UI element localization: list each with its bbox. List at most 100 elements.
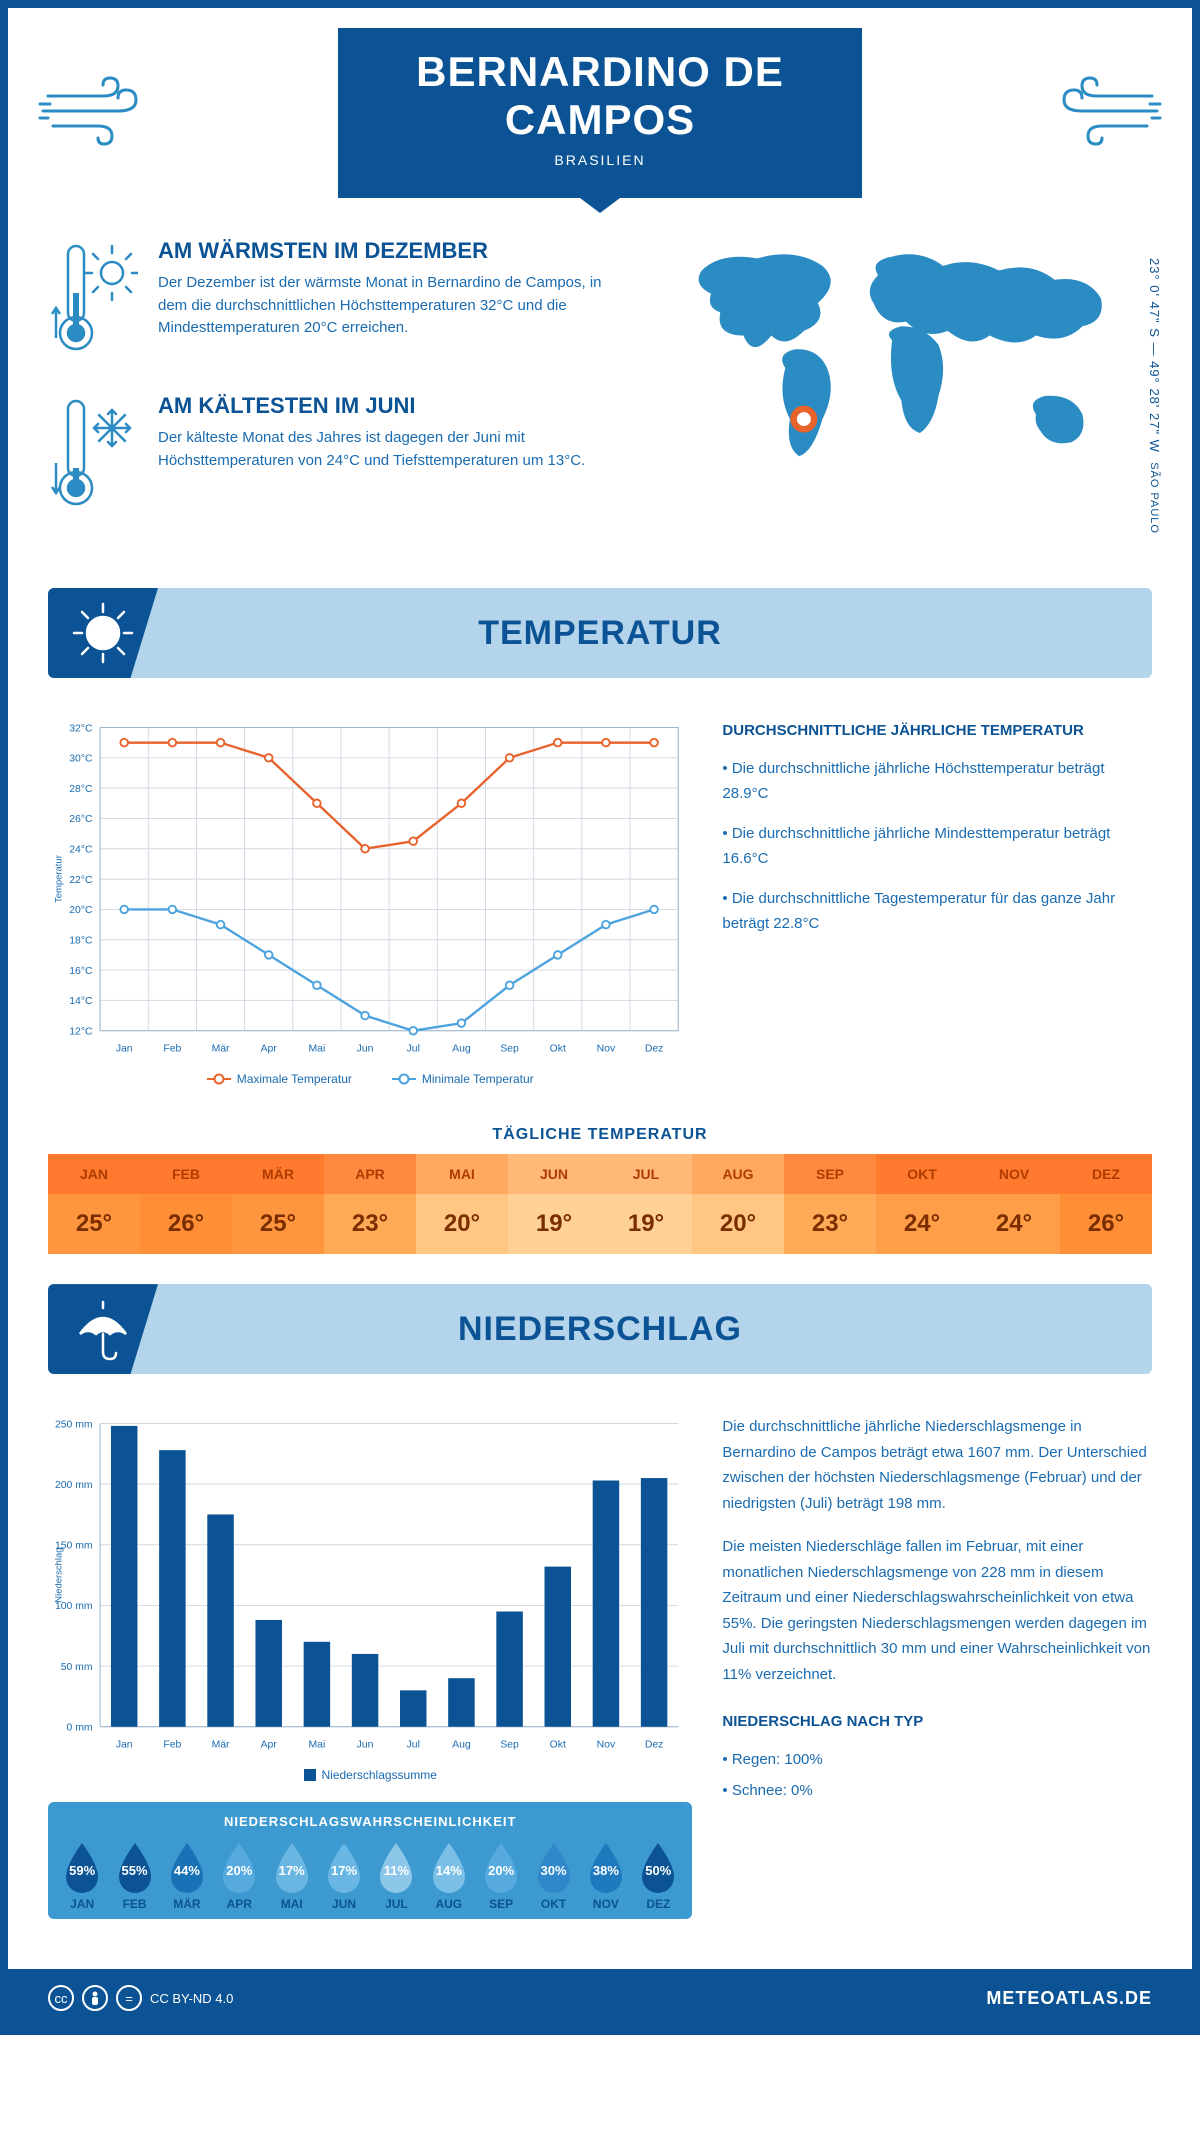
svg-text:Jan: Jan	[116, 1044, 133, 1055]
svg-text:Feb: Feb	[163, 1044, 181, 1055]
fact-warmest: AM WÄRMSTEN IM DEZEMBER Der Dezember ist…	[48, 238, 611, 363]
precip-text-1: Die durchschnittliche jährliche Niedersc…	[722, 1414, 1152, 1516]
temp-table-cell: OKT24°	[876, 1154, 968, 1254]
temp-table-cell: MAI20°	[416, 1154, 508, 1254]
svg-text:Mai: Mai	[309, 1044, 326, 1055]
license-block: cc = CC BY-ND 4.0	[48, 1985, 233, 2011]
prob-cell: 30%OKT	[527, 1839, 579, 1911]
precip-type-point: • Regen: 100%	[722, 1747, 1152, 1773]
prob-cell: 44%MÄR	[161, 1839, 213, 1911]
svg-text:Okt: Okt	[550, 1740, 566, 1751]
precip-probability-strip: NIEDERSCHLAGSWAHRSCHEINLICHKEIT 59%JAN55…	[48, 1802, 692, 1919]
sun-icon	[48, 588, 158, 678]
prob-cell: 38%NOV	[580, 1839, 632, 1911]
cc-icon: cc	[48, 1985, 74, 2011]
prob-cell: 17%JUN	[318, 1839, 370, 1911]
temperature-summary-title: DURCHSCHNITTLICHE JÄHRLICHE TEMPERATUR	[722, 718, 1152, 744]
svg-text:Jul: Jul	[407, 1740, 420, 1751]
precip-chart-row: 0 mm50 mm100 mm150 mm200 mm250 mmNieders…	[8, 1394, 1192, 1939]
svg-text:200 mm: 200 mm	[55, 1480, 93, 1491]
svg-text:22°C: 22°C	[69, 875, 93, 886]
intro-section: AM WÄRMSTEN IM DEZEMBER Der Dezember ist…	[8, 198, 1192, 568]
precip-type-title: NIEDERSCHLAG NACH TYP	[722, 1709, 1152, 1735]
precip-prob-title: NIEDERSCHLAGSWAHRSCHEINLICHKEIT	[56, 1814, 684, 1829]
precip-text-2: Die meisten Niederschläge fallen im Febr…	[722, 1534, 1152, 1687]
fact-coldest-text: Der kälteste Monat des Jahres ist dagege…	[158, 427, 611, 472]
temp-table-cell: NOV24°	[968, 1154, 1060, 1254]
svg-text:250 mm: 250 mm	[55, 1419, 93, 1430]
temp-table-cell: SEP23°	[784, 1154, 876, 1254]
temp-table-cell: APR23°	[324, 1154, 416, 1254]
summary-point: • Die durchschnittliche jährliche Höchst…	[722, 756, 1152, 807]
fact-warmest-body: AM WÄRMSTEN IM DEZEMBER Der Dezember ist…	[158, 238, 611, 363]
daily-temp-table: JAN25°FEB26°MÄR25°APR23°MAI20°JUN19°JUL1…	[48, 1154, 1152, 1254]
fact-coldest-title: AM KÄLTESTEN IM JUNI	[158, 393, 611, 419]
country-subtitle: BRASILIEN	[378, 152, 822, 168]
svg-text:30°C: 30°C	[69, 754, 93, 765]
prob-cell: 59%JAN	[56, 1839, 108, 1911]
summary-point: • Die durchschnittliche jährliche Mindes…	[722, 821, 1152, 872]
daily-temp-heading: TÄGLICHE TEMPERATUR	[8, 1126, 1192, 1144]
footer: cc = CC BY-ND 4.0 METEOATLAS.DE	[8, 1969, 1192, 2027]
prob-cell: 11%JUL	[370, 1839, 422, 1911]
fact-coldest-body: AM KÄLTESTEN IM JUNI Der kälteste Monat …	[158, 393, 611, 518]
prob-cell: 50%DEZ	[632, 1839, 684, 1911]
svg-text:Jul: Jul	[407, 1044, 420, 1055]
temperature-heading: TEMPERATUR	[478, 614, 722, 653]
temperature-chart-row: 12°C14°C16°C18°C20°C22°C24°C26°C28°C30°C…	[8, 698, 1192, 1106]
temp-table-cell: JUL19°	[600, 1154, 692, 1254]
svg-text:26°C: 26°C	[69, 814, 93, 825]
svg-text:Jun: Jun	[357, 1740, 374, 1751]
temp-table-cell: JUN19°	[508, 1154, 600, 1254]
intro-map: 23° 0' 47" S — 49° 28' 27" W SÃO PAULO	[641, 238, 1152, 548]
precip-legend: Niederschlagssumme	[48, 1768, 692, 1782]
brand-label: METEOATLAS.DE	[986, 1988, 1152, 2009]
precip-type-point: • Schnee: 0%	[722, 1778, 1152, 1804]
svg-text:32°C: 32°C	[69, 723, 93, 734]
temp-table-cell: DEZ26°	[1060, 1154, 1152, 1254]
svg-text:0 mm: 0 mm	[67, 1723, 93, 1734]
wind-icon-left	[38, 76, 158, 151]
fact-warmest-title: AM WÄRMSTEN IM DEZEMBER	[158, 238, 611, 264]
svg-text:Dez: Dez	[645, 1740, 664, 1751]
prob-cell: 20%APR	[213, 1839, 265, 1911]
svg-text:Sep: Sep	[500, 1740, 519, 1751]
svg-text:Jun: Jun	[357, 1044, 374, 1055]
svg-text:24°C: 24°C	[69, 845, 93, 856]
coordinates-label: 23° 0' 47" S — 49° 28' 27" W SÃO PAULO	[1147, 258, 1162, 534]
temp-table-cell: FEB26°	[140, 1154, 232, 1254]
temperature-banner: TEMPERATUR	[48, 588, 1152, 678]
temp-table-cell: MÄR25°	[232, 1154, 324, 1254]
header-row: BERNARDINO DE CAMPOS BRASILIEN	[8, 8, 1192, 198]
precip-summary: Die durchschnittliche jährliche Niedersc…	[722, 1414, 1152, 1919]
svg-text:Nov: Nov	[597, 1740, 616, 1751]
svg-text:Mai: Mai	[309, 1740, 326, 1751]
svg-text:18°C: 18°C	[69, 936, 93, 947]
svg-text:Aug: Aug	[452, 1044, 471, 1055]
precip-heading: NIEDERSCHLAG	[458, 1310, 742, 1349]
temperature-summary: DURCHSCHNITTLICHE JÄHRLICHE TEMPERATUR •…	[722, 718, 1152, 1086]
svg-text:Apr: Apr	[261, 1740, 278, 1751]
svg-text:20°C: 20°C	[69, 905, 93, 916]
thermometer-cold-icon	[48, 393, 138, 518]
world-map-icon	[641, 238, 1152, 503]
page: BERNARDINO DE CAMPOS BRASILIEN AM WÄRMST…	[0, 0, 1200, 2035]
by-icon	[82, 1985, 108, 2011]
svg-text:Feb: Feb	[163, 1740, 181, 1751]
svg-text:Niederschlag: Niederschlag	[53, 1548, 64, 1603]
svg-text:Apr: Apr	[261, 1044, 278, 1055]
temp-table-cell: JAN25°	[48, 1154, 140, 1254]
intro-facts: AM WÄRMSTEN IM DEZEMBER Der Dezember ist…	[48, 238, 611, 548]
temperature-legend: Maximale Temperatur Minimale Temperatur	[48, 1072, 692, 1086]
nd-icon: =	[116, 1985, 142, 2011]
svg-text:Dez: Dez	[645, 1044, 664, 1055]
svg-text:Mär: Mär	[212, 1044, 230, 1055]
page-title: BERNARDINO DE CAMPOS	[378, 48, 822, 144]
svg-text:12°C: 12°C	[69, 1027, 93, 1038]
summary-point: • Die durchschnittliche Tagestemperatur …	[722, 886, 1152, 937]
svg-text:Okt: Okt	[550, 1044, 566, 1055]
svg-text:Jan: Jan	[116, 1740, 133, 1751]
prob-cell: 14%AUG	[423, 1839, 475, 1911]
svg-text:Mär: Mär	[212, 1740, 230, 1751]
precip-banner: NIEDERSCHLAG	[48, 1284, 1152, 1374]
